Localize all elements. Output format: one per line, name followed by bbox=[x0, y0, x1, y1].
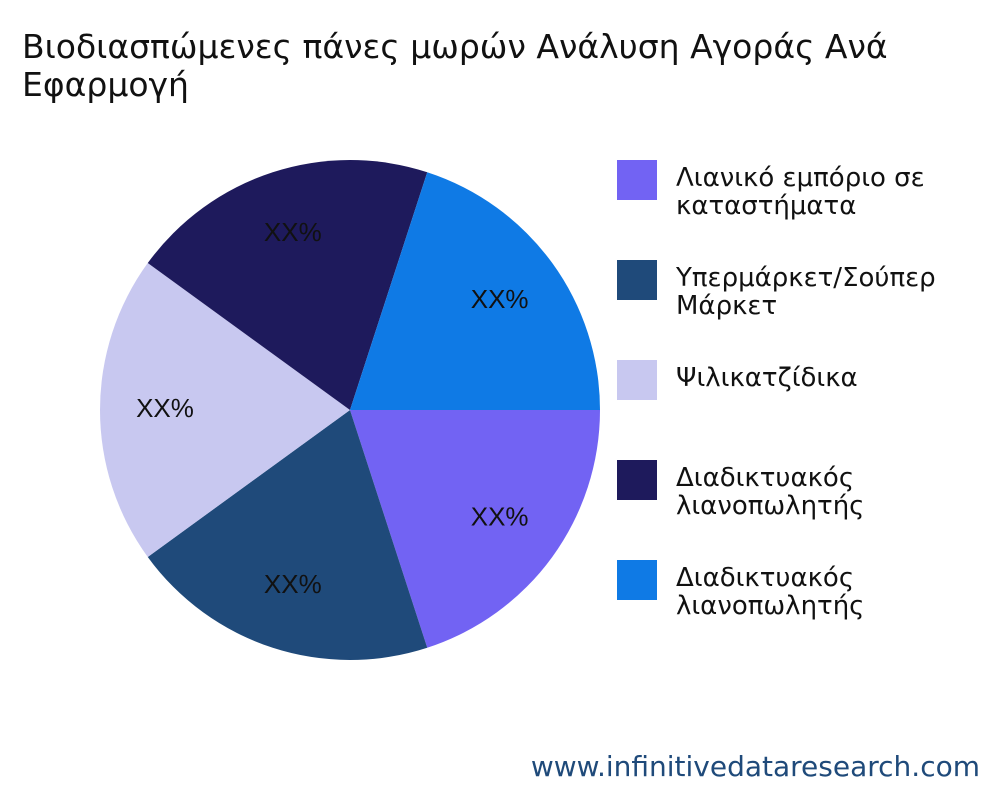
legend-label: Ψιλικατζίδικα bbox=[676, 363, 858, 393]
legend-item: Υπερμάρκετ/Σούπερ Μάρκετ bbox=[617, 260, 997, 320]
legend-swatch bbox=[617, 260, 657, 300]
chart-title: Βιοδιασπώμενες πάνες μωρών Ανάλυση Αγορά… bbox=[22, 27, 888, 104]
legend-swatch bbox=[617, 460, 657, 500]
legend-label: Διαδικτυακός λιανοπωλητής bbox=[676, 563, 865, 621]
data-label: XX% bbox=[471, 502, 529, 532]
pie-slice bbox=[350, 172, 600, 410]
pie-slice bbox=[147, 160, 428, 410]
legend-label: Υπερμάρκετ/Σούπερ Μάρκετ bbox=[676, 263, 936, 321]
pie-slice bbox=[100, 263, 350, 557]
data-label: XX% bbox=[264, 569, 322, 599]
data-label: XX% bbox=[471, 284, 529, 314]
legend-swatch bbox=[617, 360, 657, 400]
data-label: XX% bbox=[264, 217, 322, 247]
source: www.infinitivedataresearch.com bbox=[530, 750, 980, 783]
pie-slice bbox=[147, 410, 428, 660]
legend-item: Διαδικτυακός λιανοπωλητής bbox=[617, 460, 997, 520]
pie-slice bbox=[350, 410, 600, 648]
legend-swatch bbox=[617, 160, 657, 200]
legend-item: Λιανικό εμπόριο σε καταστήματα bbox=[617, 160, 997, 220]
legend-swatch bbox=[617, 560, 657, 600]
legend-label: Λιανικό εμπόριο σε καταστήματα bbox=[676, 163, 925, 221]
data-label: XX% bbox=[136, 393, 194, 423]
legend-label: Διαδικτυακός λιανοπωλητής bbox=[676, 463, 865, 521]
legend-item: Διαδικτυακός λιανοπωλητής bbox=[617, 560, 997, 620]
legend-item: Ψιλικατζίδικα bbox=[617, 360, 997, 420]
